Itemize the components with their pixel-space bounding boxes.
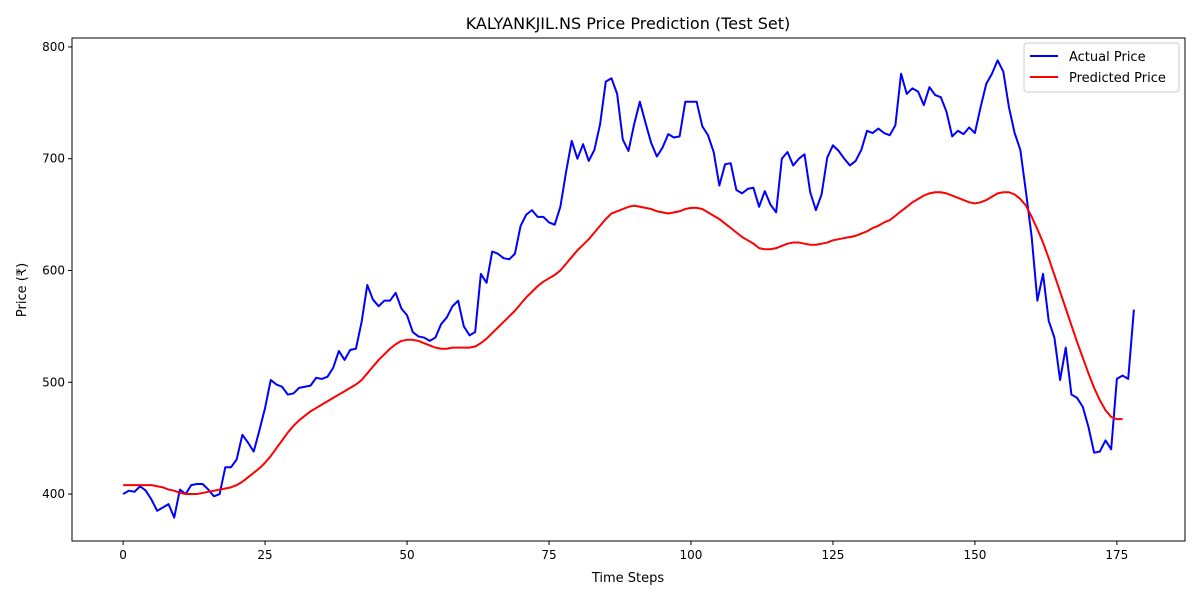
x-tick-label: 150 (963, 548, 986, 562)
x-tick-label: 25 (257, 548, 272, 562)
x-tick-label: 50 (399, 548, 414, 562)
x-tick-label: 175 (1105, 548, 1128, 562)
legend-box (1023, 42, 1180, 93)
y-tick-label: 700 (42, 152, 65, 166)
legend-label-predicted: Predicted Price (1069, 71, 1166, 86)
x-tick-label: 100 (680, 548, 703, 562)
plot-frame (71, 37, 1186, 542)
x-tick-label: 75 (541, 548, 556, 562)
y-axis-label: Price (₹) (15, 263, 30, 317)
x-tick-label: 0 (119, 548, 127, 562)
y-tick-label: 500 (42, 375, 65, 389)
legend-label-actual: Actual Price (1069, 50, 1146, 65)
y-tick-label: 400 (42, 487, 65, 501)
actual-price-line (122, 59, 1135, 519)
chart-title: KALYANKJIL.NS Price Prediction (Test Set… (466, 14, 791, 33)
x-tick-label: 125 (821, 548, 844, 562)
x-axis-label: Time Steps (591, 571, 665, 586)
legend: Actual Price Predicted Price (1023, 42, 1180, 93)
y-tick-label: 600 (42, 263, 65, 277)
y-tick-label: 800 (42, 40, 65, 54)
predicted-price-line (123, 191, 1123, 496)
plot-area: 0 25 50 75 100 125 150 175 400 500 600 700 800 (42, 37, 1186, 562)
